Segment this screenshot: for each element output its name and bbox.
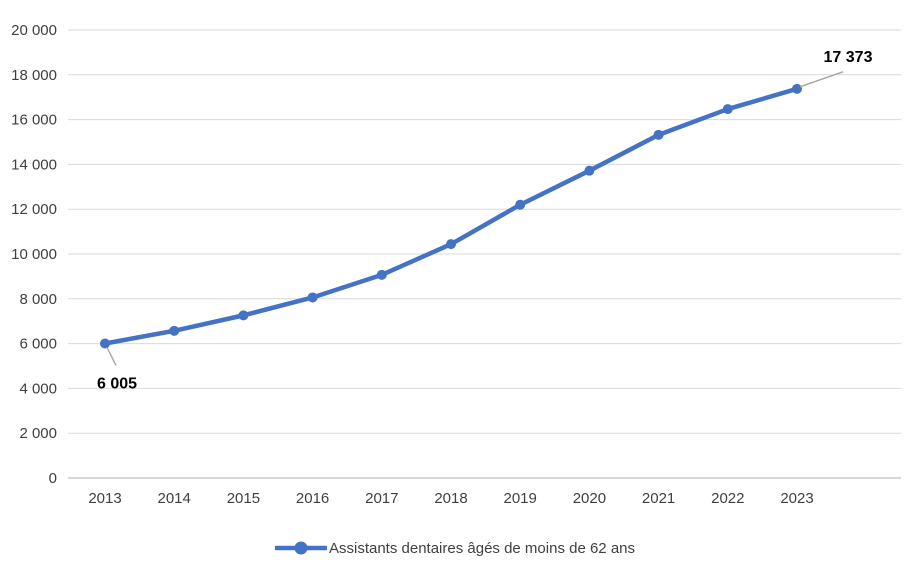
legend-label: Assistants dentaires âgés de moins de 62… xyxy=(328,539,635,557)
x-tick-label: 2018 xyxy=(434,490,467,507)
data-point-marker xyxy=(722,104,733,115)
data-point-marker xyxy=(238,310,249,321)
x-tick-label: 2020 xyxy=(573,490,606,507)
x-tick-label: 2023 xyxy=(780,490,813,507)
x-tick-label: 2015 xyxy=(227,490,260,507)
y-tick-label: 16 000 xyxy=(11,112,57,129)
y-tick-label: 14 000 xyxy=(11,156,57,173)
data-point-marker xyxy=(169,325,180,336)
data-point-marker xyxy=(515,199,526,210)
data-point-marker xyxy=(376,269,387,280)
data-point-marker xyxy=(792,83,802,94)
y-tick-label: 4 000 xyxy=(19,380,57,397)
series-line xyxy=(100,83,802,349)
series-polyline xyxy=(102,86,800,346)
data-label-leader-line xyxy=(106,347,117,366)
y-tick-label: 18 000 xyxy=(11,67,57,84)
data-label-leader-line xyxy=(799,71,844,88)
x-tick-label: 2014 xyxy=(158,490,191,507)
data-point-marker xyxy=(307,292,318,303)
x-tick-label: 2013 xyxy=(88,490,121,507)
line-chart: 0 2 000 4 000 6 000 8 000 10 000 12 000 14 000 1… xyxy=(11,22,901,507)
x-tick-label: 2019 xyxy=(504,490,537,507)
data-point-marker xyxy=(584,165,595,176)
data-label: 6 005 xyxy=(97,375,137,392)
y-tick-label: 20 000 xyxy=(11,22,57,39)
x-axis-labels: 2013 2014 2015 2016 2017 2018 2019 2020 2021 2022… xyxy=(88,490,813,507)
y-tick-label: 0 xyxy=(49,470,57,487)
data-point-marker xyxy=(653,129,664,140)
y-tick-label: 10 000 xyxy=(11,246,57,263)
data-point-marker xyxy=(100,338,110,349)
data-label-annotations: 6 005 17 373 xyxy=(97,49,873,393)
legend-marker-icon xyxy=(274,541,327,555)
y-tick-label: 12 000 xyxy=(11,201,57,218)
x-tick-label: 2021 xyxy=(642,490,675,507)
y-axis-labels: 0 2 000 4 000 6 000 8 000 10 000 12 000 14 000 1… xyxy=(11,22,57,487)
data-label: 17 373 xyxy=(824,49,873,66)
y-tick-label: 8 000 xyxy=(19,291,57,308)
y-tick-label: 6 000 xyxy=(19,336,57,353)
x-tick-label: 2017 xyxy=(365,490,398,507)
x-tick-label: 2016 xyxy=(296,490,329,507)
gridlines xyxy=(68,29,901,479)
data-point-marker xyxy=(446,239,456,250)
y-tick-label: 2 000 xyxy=(19,425,57,442)
x-tick-label: 2022 xyxy=(711,490,744,507)
legend: Assistants dentaires âgés de moins de 62… xyxy=(0,536,910,560)
